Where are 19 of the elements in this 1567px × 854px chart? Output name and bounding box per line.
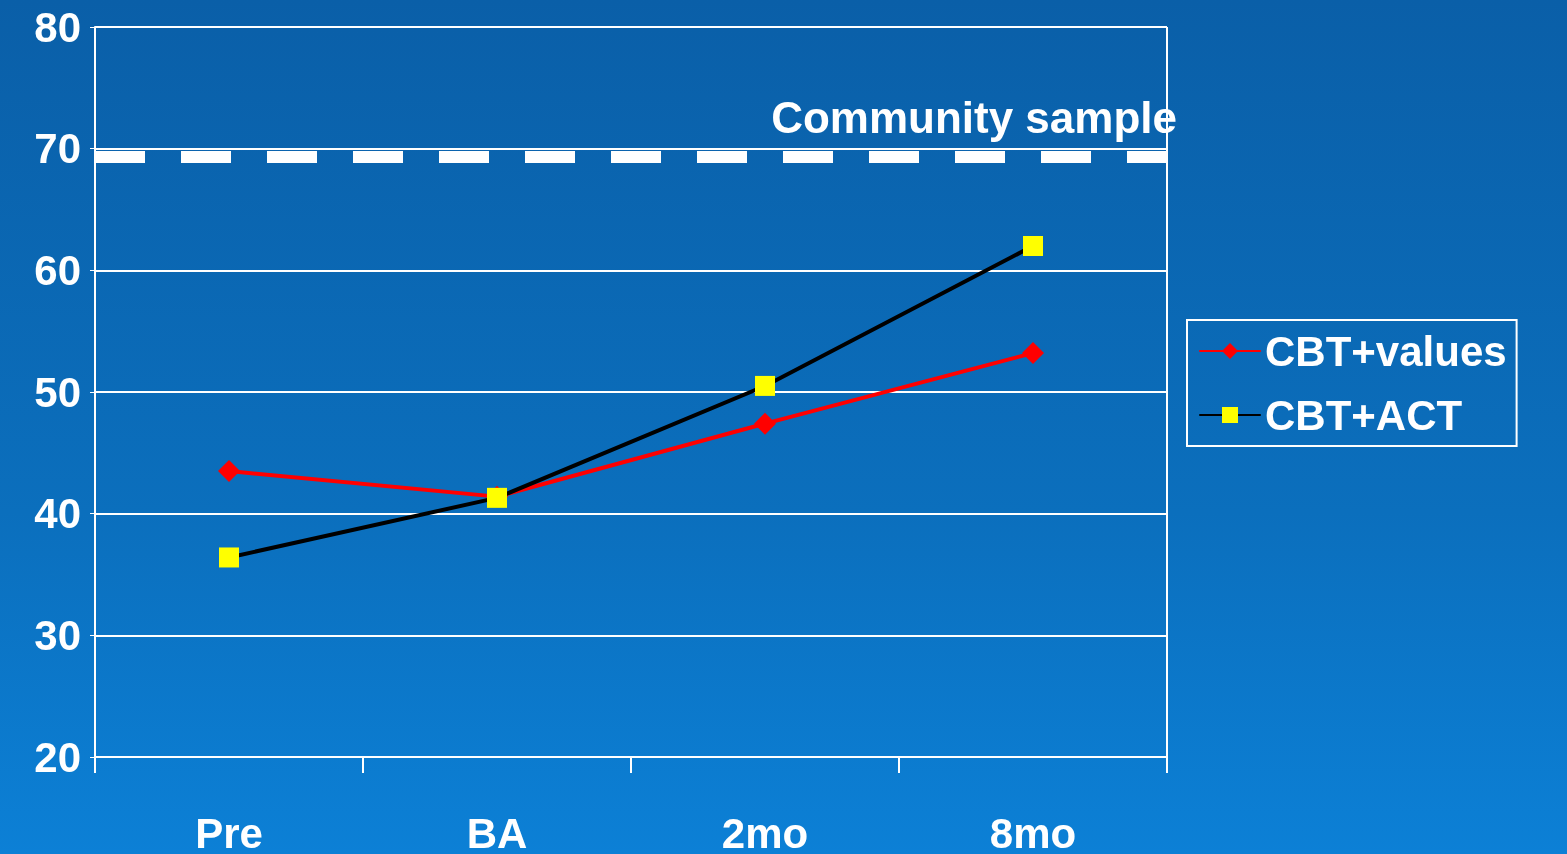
point <box>219 547 239 568</box>
legend-label: CBT+values <box>1265 327 1507 375</box>
y-tick-label: 60 <box>34 246 81 294</box>
x-tick-label: 8mo <box>989 809 1077 854</box>
point <box>755 375 775 396</box>
x-tick-label: 2mo <box>721 809 809 854</box>
legend-label: CBT+ACT <box>1265 391 1463 439</box>
y-tick-label: 80 <box>34 3 81 51</box>
point <box>754 412 776 435</box>
x-tick-label: BA <box>466 809 528 854</box>
y-tick-label: 70 <box>34 125 81 173</box>
y-tick-label: 40 <box>34 490 81 538</box>
y-tick-label: 30 <box>34 611 81 659</box>
x-tick-label: Pre <box>195 809 263 854</box>
point <box>1023 236 1043 256</box>
y-tick-label: 50 <box>34 368 81 416</box>
y-tick-label: 20 <box>34 733 81 781</box>
point <box>218 460 240 483</box>
point <box>1022 342 1044 365</box>
